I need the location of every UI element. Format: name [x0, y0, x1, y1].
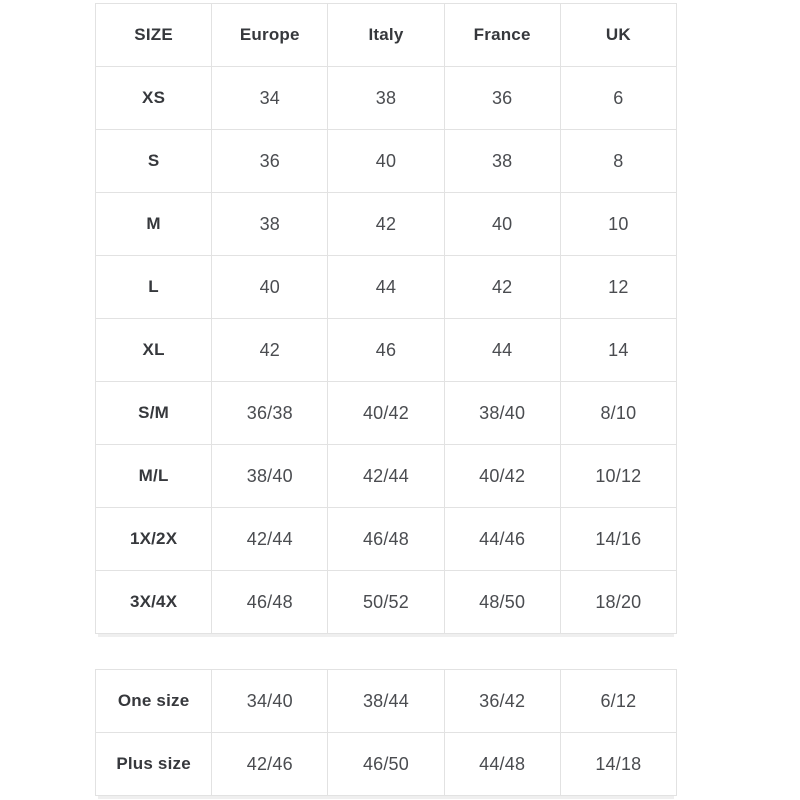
row-label: 3X/4X [94, 570, 213, 634]
row-label: XL [94, 318, 213, 382]
size-value-cell: 38 [327, 66, 445, 130]
size-value-cell: 44 [443, 318, 561, 382]
size-value-cell: 14/18 [559, 732, 678, 796]
size-value-cell: 44 [327, 255, 445, 319]
size-value-cell: 8/10 [559, 381, 678, 445]
size-value-cell: 38 [211, 192, 329, 256]
row-label: S/M [94, 381, 213, 445]
size-value-cell: 14/16 [559, 507, 678, 571]
size-value-cell: 40 [327, 129, 445, 193]
column-header: France [443, 3, 561, 67]
size-value-cell: 6/12 [559, 669, 678, 733]
size-value-cell: 10 [559, 192, 678, 256]
size-value-cell: 42 [443, 255, 561, 319]
table-row: S/M 36/38 40/42 38/40 8/10 [94, 381, 678, 445]
size-value-cell: 6 [559, 66, 678, 130]
row-label: Plus size [94, 732, 213, 796]
size-value-cell: 34/40 [211, 669, 329, 733]
size-value-cell: 34 [211, 66, 329, 130]
table-row: S 36 40 38 8 [94, 129, 678, 193]
row-label: 1X/2X [94, 507, 213, 571]
row-label: M [94, 192, 213, 256]
size-value-cell: 42 [211, 318, 329, 382]
column-header: SIZE [94, 3, 213, 67]
size-value-cell: 42/44 [327, 444, 445, 508]
size-value-cell: 12 [559, 255, 678, 319]
size-value-cell: 14 [559, 318, 678, 382]
table-row: 3X/4X 46/48 50/52 48/50 18/20 [94, 570, 678, 634]
row-label: One size [94, 669, 213, 733]
size-value-cell: 44/48 [443, 732, 561, 796]
size-table-body: XS 34 38 36 6 S 36 40 38 8 M 38 42 40 10 L 40 44 42 12 XL 42 4… [94, 66, 678, 634]
size-value-cell: 40 [443, 192, 561, 256]
size-value-cell: 36/38 [211, 381, 329, 445]
size-value-cell: 38/40 [443, 381, 561, 445]
row-label: M/L [94, 444, 213, 508]
size-value-cell: 42/44 [211, 507, 329, 571]
size-conversion-table: SIZE Europe Italy France UK XS 34 38 36 6 S 36 40 38… [94, 3, 678, 634]
header-row: SIZE Europe Italy France UK [94, 3, 678, 67]
column-header: UK [559, 3, 678, 67]
special-size-table-body: One size 34/40 38/44 36/42 6/12 Plus size 42/4… [94, 669, 678, 796]
size-value-cell: 38/44 [327, 669, 445, 733]
table-row: M 38 42 40 10 [94, 192, 678, 256]
size-value-cell: 36/42 [443, 669, 561, 733]
size-value-cell: 40 [211, 255, 329, 319]
size-value-cell: 48/50 [443, 570, 561, 634]
table-row: M/L 38/40 42/44 40/42 10/12 [94, 444, 678, 508]
column-header: Europe [211, 3, 329, 67]
size-value-cell: 38/40 [211, 444, 329, 508]
table-row: Plus size 42/46 46/50 44/48 14/18 [94, 732, 678, 796]
table-row: L 40 44 42 12 [94, 255, 678, 319]
size-value-cell: 40/42 [327, 381, 445, 445]
size-value-cell: 50/52 [327, 570, 445, 634]
size-value-cell: 36 [443, 66, 561, 130]
size-value-cell: 18/20 [559, 570, 678, 634]
column-header: Italy [327, 3, 445, 67]
size-conversion-page: SIZE Europe Italy France UK XS 34 38 36 6 S 36 40 38… [94, 3, 678, 796]
special-size-table: One size 34/40 38/44 36/42 6/12 Plus size 42/4… [94, 669, 678, 796]
size-value-cell: 44/46 [443, 507, 561, 571]
size-value-cell: 36 [211, 129, 329, 193]
size-value-cell: 42 [327, 192, 445, 256]
size-table-head: SIZE Europe Italy France UK [94, 3, 678, 67]
row-label: S [94, 129, 213, 193]
size-value-cell: 40/42 [443, 444, 561, 508]
size-value-cell: 46/48 [211, 570, 329, 634]
size-value-cell: 46/48 [327, 507, 445, 571]
row-label: L [94, 255, 213, 319]
size-value-cell: 8 [559, 129, 678, 193]
table-row: XS 34 38 36 6 [94, 66, 678, 130]
row-label: XS [94, 66, 213, 130]
size-value-cell: 42/46 [211, 732, 329, 796]
size-value-cell: 38 [443, 129, 561, 193]
size-value-cell: 46 [327, 318, 445, 382]
table-row: XL 42 46 44 14 [94, 318, 678, 382]
size-value-cell: 10/12 [559, 444, 678, 508]
table-row: One size 34/40 38/44 36/42 6/12 [94, 669, 678, 733]
table-row: 1X/2X 42/44 46/48 44/46 14/16 [94, 507, 678, 571]
size-value-cell: 46/50 [327, 732, 445, 796]
